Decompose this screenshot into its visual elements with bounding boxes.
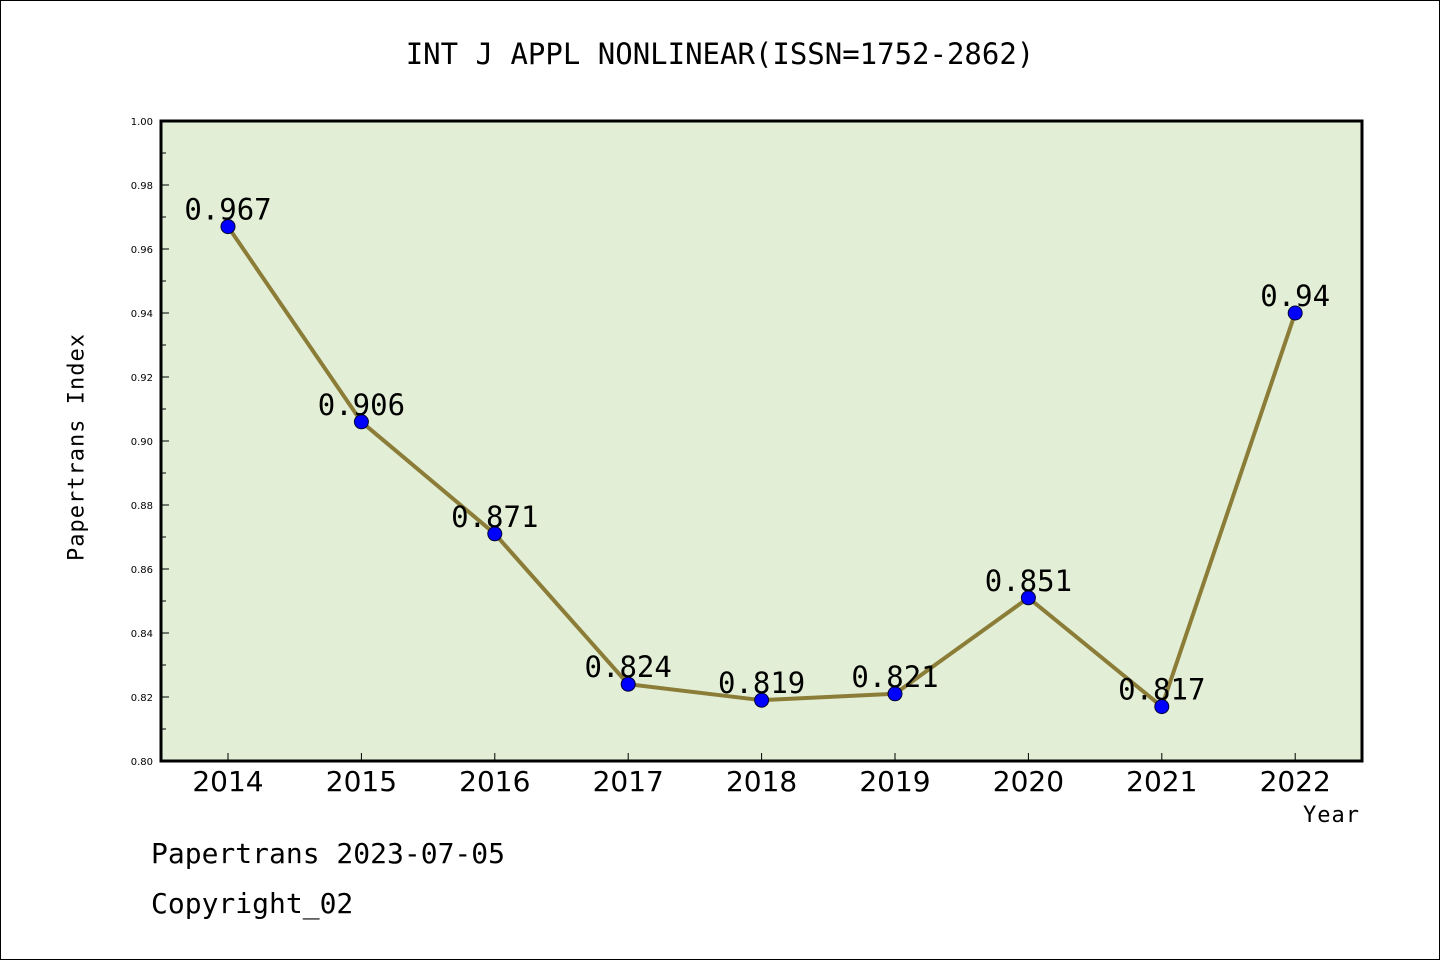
y-tick-label: 0.92 [131, 373, 153, 384]
x-axis-label: Year [1303, 803, 1360, 828]
x-tick-label: 2016 [459, 765, 530, 798]
data-label: 0.967 [184, 193, 271, 227]
y-tick-label: 1.00 [131, 117, 153, 128]
x-tick-label: 2014 [192, 765, 263, 798]
data-point [887, 686, 903, 702]
plot-background [161, 121, 1362, 761]
footer-copyright: Copyright_02 [151, 887, 354, 920]
x-tick-label: 2017 [593, 765, 664, 798]
data-point [353, 414, 369, 430]
y-tick-label: 0.88 [131, 501, 153, 512]
x-tick-label: 2018 [726, 765, 797, 798]
y-tick-label: 0.90 [131, 437, 153, 448]
data-label: 0.851 [985, 564, 1072, 598]
chart-title: INT J APPL NONLINEAR(ISSN=1752-2862) [405, 37, 1035, 71]
data-label: 0.906 [318, 388, 405, 422]
x-tick-label: 2022 [1260, 765, 1331, 798]
data-label: 0.817 [1118, 673, 1205, 707]
y-tick-label: 0.82 [131, 693, 153, 704]
data-label: 0.94 [1260, 279, 1330, 313]
data-point [1020, 590, 1036, 606]
x-tick-label: 2019 [859, 765, 930, 798]
data-point [1154, 699, 1170, 715]
data-point [487, 526, 503, 542]
footer-date: Papertrans 2023-07-05 [151, 837, 506, 870]
data-label: 0.821 [851, 660, 938, 694]
y-tick-label: 0.94 [131, 309, 153, 320]
data-point [220, 219, 236, 235]
y-tick-label: 0.84 [131, 629, 153, 640]
data-label: 0.871 [451, 500, 538, 534]
x-tick-label: 2021 [1126, 765, 1197, 798]
y-tick-label: 0.80 [131, 757, 153, 768]
y-tick-label: 0.98 [131, 181, 153, 192]
data-label: 0.824 [585, 650, 672, 684]
data-point [1287, 305, 1303, 321]
y-tick-label: 0.86 [131, 565, 153, 576]
y-tick-label: 0.96 [131, 245, 153, 256]
data-point [620, 676, 636, 692]
data-point [754, 692, 770, 708]
plot-border [159, 119, 1364, 763]
data-label: 0.819 [718, 666, 805, 700]
x-tick-label: 2015 [326, 765, 397, 798]
x-tick-label: 2020 [993, 765, 1064, 798]
